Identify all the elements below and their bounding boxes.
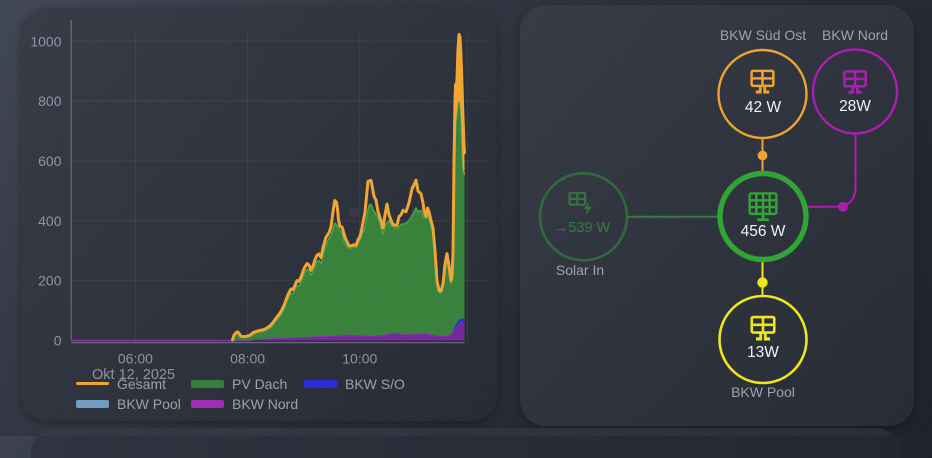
svg-text:400: 400	[38, 213, 62, 229]
svg-text:600: 600	[38, 153, 62, 169]
svg-text:200: 200	[38, 273, 62, 289]
svg-text:1000: 1000	[30, 33, 61, 49]
svg-text:08:00: 08:00	[230, 351, 265, 367]
svg-text:0: 0	[54, 333, 62, 349]
svg-text:06:00: 06:00	[118, 351, 153, 367]
svg-text:800: 800	[38, 93, 62, 109]
svg-text:10:00: 10:00	[342, 351, 377, 367]
